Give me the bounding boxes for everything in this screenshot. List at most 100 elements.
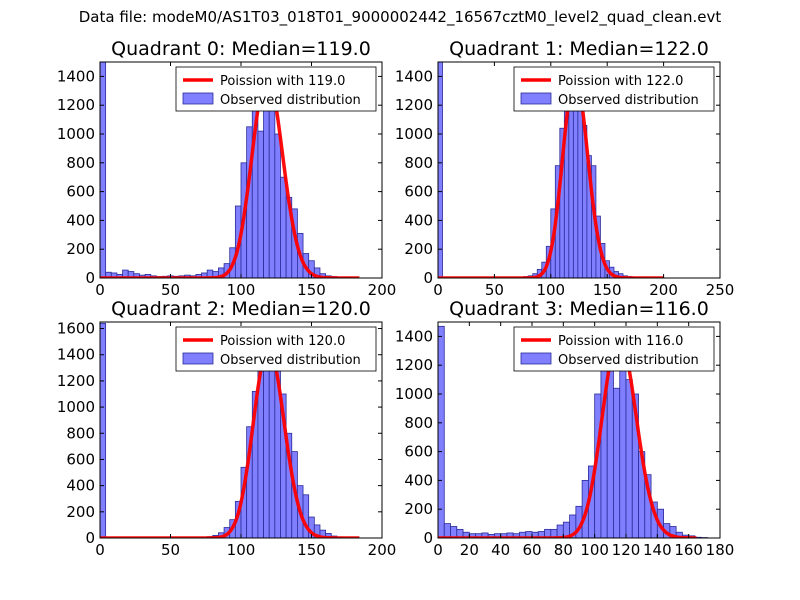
x-tick-label: 80 bbox=[554, 541, 573, 559]
x-tick-label: 0 bbox=[95, 541, 105, 559]
x-tick-label: 100 bbox=[580, 541, 609, 559]
y-tick-label: 1400 bbox=[57, 346, 95, 364]
subplot-title: Quadrant 0: Median=119.0 bbox=[111, 38, 371, 60]
y-tick-label: 600 bbox=[404, 443, 433, 461]
legend-label-poisson: Poission with 120.0 bbox=[220, 334, 345, 349]
histogram-bar bbox=[100, 322, 107, 538]
histogram-bar bbox=[313, 267, 321, 278]
axes-frame bbox=[437, 61, 721, 279]
y-tick-label: 200 bbox=[66, 503, 95, 521]
poisson-curve bbox=[100, 74, 360, 278]
subplot-title: Quadrant 3: Median=116.0 bbox=[449, 298, 709, 320]
y-tick-label: 1400 bbox=[57, 67, 95, 85]
legend-label-poisson: Poission with 119.0 bbox=[220, 74, 345, 89]
legend-label-observed: Observed distribution bbox=[220, 93, 361, 108]
x-tick-label: 150 bbox=[297, 281, 326, 299]
histogram-bar bbox=[443, 523, 451, 538]
y-tick-label: 800 bbox=[404, 154, 433, 172]
poisson-curve bbox=[438, 334, 697, 538]
x-tick-label: 40 bbox=[491, 541, 510, 559]
x-tick-label: 0 bbox=[95, 281, 105, 299]
histogram-bar bbox=[577, 93, 583, 278]
y-tick-label: 1400 bbox=[395, 327, 433, 345]
y-tick-label: 0 bbox=[85, 529, 95, 547]
y-tick-label: 800 bbox=[66, 154, 95, 172]
y-tick-label: 400 bbox=[66, 211, 95, 229]
subplot-quadrant-2: 0 50 100 150 200 0 200 400 600 800 1000 1200 1400 160… bbox=[57, 298, 397, 559]
legend-bar-swatch bbox=[182, 352, 214, 365]
legend-bar-swatch bbox=[182, 92, 214, 105]
y-tick-label: 200 bbox=[404, 500, 433, 518]
legend-label-observed: Observed distribution bbox=[558, 353, 699, 368]
y-tick-label: 600 bbox=[404, 183, 433, 201]
x-tick-label: 140 bbox=[643, 541, 672, 559]
legend-box bbox=[175, 66, 377, 112]
x-tick-label: 200 bbox=[368, 541, 397, 559]
x-tick-label: 100 bbox=[536, 281, 565, 299]
y-tick-label: 1000 bbox=[395, 385, 433, 403]
subplot-quadrant-1: 0 50 100 150 200 250 0 200 400 600 800 1000 1200 1400… bbox=[395, 38, 735, 299]
y-tick-label: 1000 bbox=[57, 125, 95, 143]
x-tick-label: 200 bbox=[649, 281, 678, 299]
x-tick-label: 160 bbox=[674, 541, 703, 559]
axes-frame bbox=[437, 321, 721, 539]
y-tick-label: 400 bbox=[404, 211, 433, 229]
x-tick-label: 50 bbox=[161, 281, 180, 299]
x-tick-label: 120 bbox=[612, 541, 641, 559]
y-tick-label: 400 bbox=[66, 477, 95, 495]
y-tick-label: 0 bbox=[85, 269, 95, 287]
histogram-bar bbox=[100, 62, 107, 278]
histogram-bar bbox=[268, 104, 276, 278]
legend-bar-swatch bbox=[520, 352, 552, 365]
x-tick-label: 180 bbox=[706, 541, 735, 559]
histogram-bar bbox=[619, 353, 627, 538]
y-tick-label: 1600 bbox=[57, 320, 95, 338]
y-tick-label: 0 bbox=[423, 269, 433, 287]
histogram-bar bbox=[438, 62, 443, 278]
histogram-bar bbox=[280, 176, 287, 278]
y-tick-label: 1200 bbox=[57, 372, 95, 390]
x-tick-label: 60 bbox=[522, 541, 541, 559]
y-tick-label: 200 bbox=[404, 240, 433, 258]
x-tick-label: 100 bbox=[227, 281, 256, 299]
subplot-quadrant-0: 0 50 100 150 200 0 200 400 600 800 1000 1200 1400 Qua… bbox=[57, 38, 397, 299]
x-tick-label: 150 bbox=[297, 541, 326, 559]
x-tick-label: 0 bbox=[433, 281, 443, 299]
x-tick-label: 250 bbox=[706, 281, 735, 299]
legend-label-observed: Observed distribution bbox=[558, 93, 699, 108]
histogram-bar bbox=[274, 133, 281, 278]
y-tick-label: 1000 bbox=[395, 125, 433, 143]
x-tick-label: 50 bbox=[485, 281, 504, 299]
subplot-quadrant-3: 0 20 40 60 80 100 120 140 160 180 0 200 400 600 800 100… bbox=[395, 298, 735, 559]
subplot-title: Quadrant 2: Median=120.0 bbox=[111, 298, 371, 320]
y-tick-label: 0 bbox=[423, 529, 433, 547]
histogram-bar bbox=[302, 494, 310, 538]
y-tick-label: 200 bbox=[66, 240, 95, 258]
x-tick-label: 100 bbox=[227, 541, 256, 559]
legend-box bbox=[513, 66, 715, 112]
histogram-bar bbox=[438, 325, 445, 538]
y-tick-label: 1200 bbox=[395, 96, 433, 114]
y-tick-label: 1200 bbox=[395, 356, 433, 374]
y-tick-label: 1000 bbox=[57, 398, 95, 416]
x-tick-label: 20 bbox=[460, 541, 479, 559]
x-tick-label: 200 bbox=[368, 281, 397, 299]
y-tick-label: 600 bbox=[66, 183, 95, 201]
y-tick-label: 1200 bbox=[57, 96, 95, 114]
legend-label-poisson: Poission with 122.0 bbox=[558, 74, 683, 89]
x-tick-label: 150 bbox=[593, 281, 622, 299]
x-tick-label: 0 bbox=[433, 541, 443, 559]
y-tick-label: 1400 bbox=[395, 67, 433, 85]
legend-label-observed: Observed distribution bbox=[220, 353, 361, 368]
y-tick-label: 400 bbox=[404, 471, 433, 489]
subplot-title: Quadrant 1: Median=122.0 bbox=[449, 38, 709, 60]
legend-label-poisson: Poission with 116.0 bbox=[558, 334, 683, 349]
poisson-curve bbox=[100, 346, 360, 538]
y-tick-label: 800 bbox=[404, 414, 433, 432]
figure-suptitle: Data file: modeM0/AS1T03_018T01_90000024… bbox=[78, 8, 722, 26]
histogram-bar bbox=[613, 387, 621, 538]
histogram-bar bbox=[625, 379, 633, 538]
x-tick-label: 50 bbox=[161, 541, 180, 559]
legend-bar-swatch bbox=[520, 92, 552, 105]
